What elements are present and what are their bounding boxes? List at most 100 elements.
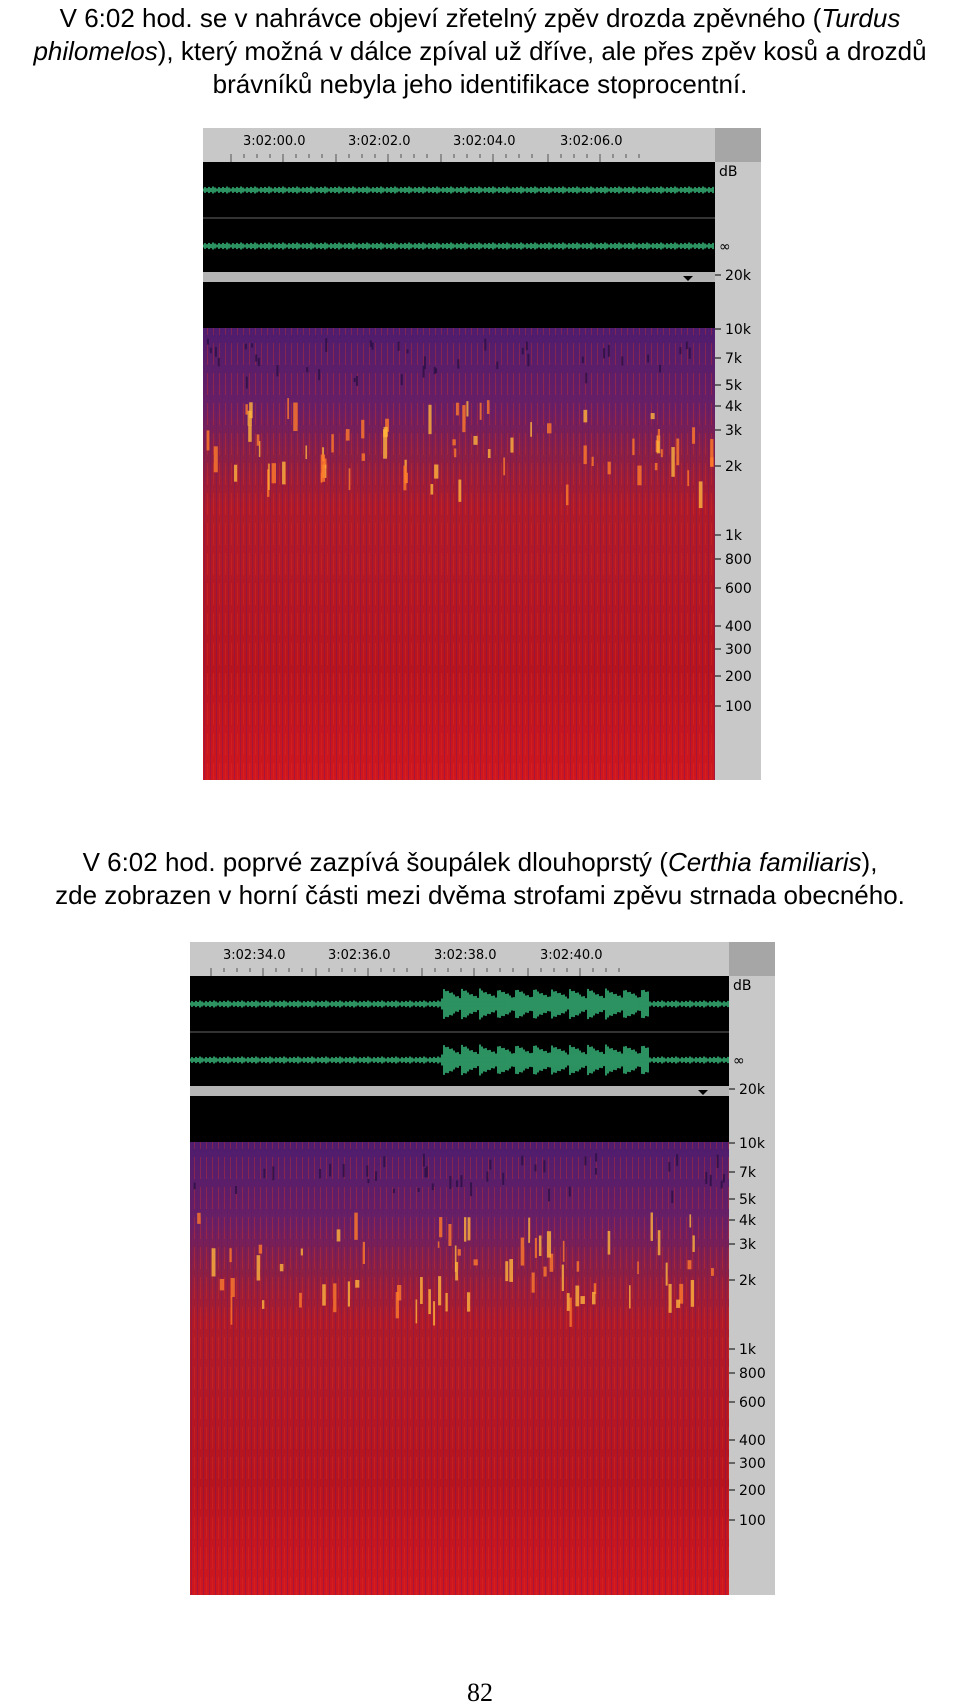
noise-streak (214, 347, 217, 357)
freq-tick-label: 2k (725, 459, 743, 475)
spectral-highlight (355, 1280, 360, 1288)
noise-streak (342, 1163, 345, 1178)
spectral-highlight (279, 1263, 284, 1272)
caption-song-thrush: V 6:02 hod. se v nahrávce objeví zřeteln… (0, 2, 960, 101)
spectral-highlight (632, 438, 635, 456)
spectral-highlight (256, 434, 260, 446)
noise-streak (355, 375, 358, 386)
caption-text: V 6:02 hod. poprvé zazpívá šoupálek dlou… (82, 847, 668, 877)
spectral-highlight (362, 1241, 366, 1265)
noise-streak (255, 354, 258, 362)
spectral-highlight (261, 1300, 265, 1309)
freq-tick-label: 4k (725, 399, 743, 415)
spectral-highlight (466, 1292, 471, 1312)
noise-streak (527, 353, 530, 367)
spectral-highlight (403, 465, 407, 491)
noise-streak (367, 1178, 370, 1184)
noise-streak (206, 338, 209, 345)
caption-species-epithet: philomelos (33, 36, 158, 66)
noise-streak (383, 1156, 386, 1168)
spectral-highlight (565, 484, 569, 506)
freq-tick-label: 7k (725, 351, 743, 367)
spectral-highlight (245, 404, 248, 415)
page-number: 82 (467, 1678, 493, 1707)
noise-streak (568, 1186, 571, 1197)
noise-streak (668, 1162, 671, 1172)
freq-tick-label: 20k (739, 1082, 766, 1098)
spectral-highlight (549, 1253, 554, 1272)
noise-streak (406, 349, 409, 354)
spectral-highlight (299, 1292, 302, 1308)
caption-text: ), (861, 847, 878, 877)
caption-text: V 6:02 hod. se v nahrávce objeví zřeteln… (59, 3, 822, 33)
spectral-highlight (671, 447, 675, 477)
noise-streak (716, 1154, 719, 1168)
spectral-highlight (637, 465, 642, 486)
noise-streak (276, 365, 279, 377)
spectral-highlight (607, 1230, 611, 1255)
noise-streak (594, 1168, 597, 1175)
spectral-highlight (448, 1224, 452, 1246)
spectral-highlight (657, 429, 661, 441)
spectral-highlight (258, 441, 261, 457)
spectral-highlight (668, 1283, 672, 1313)
spectral-highlight (420, 1277, 423, 1304)
freq-tick-label: 1k (739, 1342, 757, 1358)
spectral-highlight (271, 463, 277, 484)
noise-streak (496, 361, 499, 370)
freq-tick-label: 7k (739, 1165, 757, 1181)
spectral-highlight (229, 1248, 232, 1263)
spectral-highlight (530, 422, 532, 437)
noise-streak (521, 347, 524, 355)
spectral-highlight (510, 437, 514, 453)
spectral-highlight (538, 1235, 542, 1256)
spectral-highlight (629, 1285, 631, 1309)
spectral-highlight (583, 409, 588, 423)
noise-streak (423, 356, 426, 370)
spectral-highlight (383, 429, 388, 459)
noise-streak (318, 369, 321, 381)
freq-tick-label: 400 (739, 1433, 766, 1449)
noise-streak (366, 1165, 369, 1177)
spectral-highlight (434, 464, 439, 479)
caption-text: zde zobrazen v horní části mezi dvěma st… (55, 880, 905, 910)
spectrogram-2: 3:02:34.0 3:02:36.0 3:02:38.0 3:02:40.0 dB … (190, 942, 775, 1595)
noise-streak (521, 1155, 524, 1166)
spectral-highlight (710, 1268, 714, 1276)
spectral-highlight (256, 1255, 261, 1281)
spectral-highlight (679, 1283, 684, 1304)
spectral-highlight (454, 448, 457, 458)
noise-streak (319, 1168, 322, 1179)
spectral-highlight (230, 1278, 235, 1297)
noise-streak (584, 1156, 587, 1166)
freq-tick-label: 400 (725, 619, 752, 635)
noise-streak (329, 1163, 332, 1177)
noise-streak (263, 1168, 266, 1179)
spectral-highlight (405, 472, 408, 484)
spectral-highlight (576, 1261, 580, 1272)
spectral-highlight (692, 427, 696, 444)
caption-text: brávníků nebyla jeho identifikace stopro… (212, 69, 748, 99)
freq-tick-label: 10k (725, 322, 752, 338)
spectral-highlight (457, 1249, 461, 1256)
noise-streak (209, 347, 212, 354)
freq-tick-label: 3k (725, 423, 743, 439)
noise-streak (425, 1166, 428, 1178)
noise-streak (671, 1190, 674, 1203)
divider-handle-icon (698, 1090, 708, 1095)
spectral-highlight (534, 1237, 537, 1258)
time-ruler (203, 128, 715, 162)
noise-streak (431, 1183, 434, 1191)
noise-streak (705, 1171, 708, 1184)
spectral-highlight (428, 404, 432, 435)
spectral-highlight (247, 410, 252, 426)
freq-tick-label: 20k (725, 268, 752, 284)
spectral-highlight (479, 402, 482, 420)
time-tick-label: 3:02:00.0 (243, 134, 306, 149)
spectral-highlight (305, 445, 308, 460)
spectral-highlight (546, 1231, 552, 1258)
freq-tick-label: 2k (739, 1273, 757, 1289)
noise-streak (433, 366, 436, 375)
waveform-trace (190, 988, 729, 1020)
spectral-highlight (230, 1296, 233, 1325)
